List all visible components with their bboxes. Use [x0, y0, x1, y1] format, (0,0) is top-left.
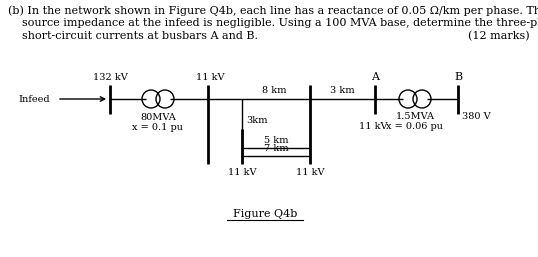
Text: 132 kV: 132 kV	[93, 73, 128, 82]
Text: 11 kV: 11 kV	[196, 73, 224, 82]
Text: x = 0.1 pu: x = 0.1 pu	[132, 123, 183, 132]
Text: 11 kV: 11 kV	[228, 168, 256, 177]
Text: 380 V: 380 V	[462, 112, 491, 121]
Text: A: A	[371, 72, 379, 82]
Text: (b) In the network shown in Figure Q4b, each line has a reactance of 0.05 Ω/km p: (b) In the network shown in Figure Q4b, …	[8, 5, 538, 16]
Text: 80MVA: 80MVA	[140, 113, 176, 122]
Text: Figure Q4b: Figure Q4b	[233, 209, 297, 219]
Text: 3km: 3km	[246, 116, 267, 125]
Text: 3 km: 3 km	[330, 86, 355, 95]
Text: 8 km: 8 km	[262, 86, 286, 95]
Text: source impedance at the infeed is negligible. Using a 100 MVA base, determine th: source impedance at the infeed is neglig…	[8, 18, 538, 28]
Text: 1.5MVA: 1.5MVA	[395, 112, 435, 121]
Text: 7 km: 7 km	[264, 144, 288, 153]
Text: B: B	[454, 72, 462, 82]
Text: short-circuit currents at busbars A and B.: short-circuit currents at busbars A and …	[8, 31, 258, 41]
Text: 11 kV: 11 kV	[359, 122, 387, 131]
Text: Infeed: Infeed	[18, 95, 49, 104]
Text: (12 marks): (12 marks)	[469, 31, 530, 41]
Text: 5 km: 5 km	[264, 136, 288, 145]
Text: x = 0.06 pu: x = 0.06 pu	[386, 122, 443, 131]
Text: 11 kV: 11 kV	[296, 168, 324, 177]
